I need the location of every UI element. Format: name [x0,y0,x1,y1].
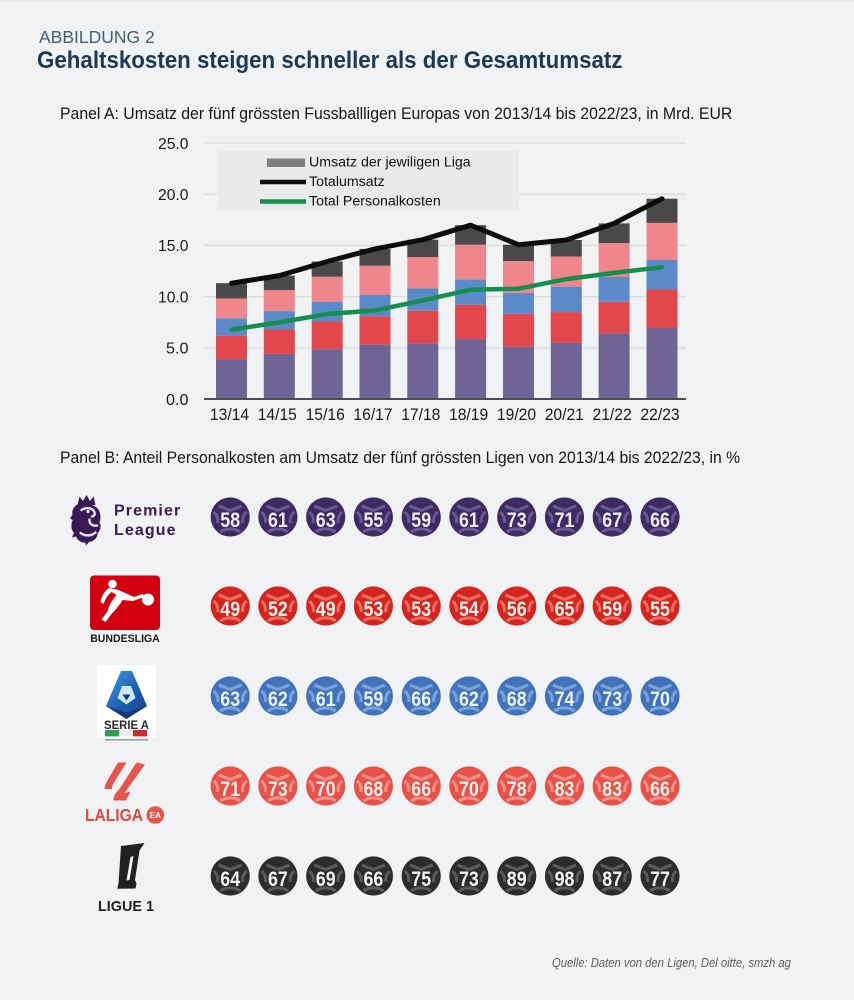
svg-text:59: 59 [411,509,431,532]
svg-text:LALIGA: LALIGA [85,805,143,825]
svg-text:Umsatz der jewiligen Liga: Umsatz der jewiligen Liga [309,155,471,171]
svg-text:Total Personalkosten: Total Personalkosten [309,194,441,210]
svg-text:59: 59 [364,688,384,711]
svg-text:53: 53 [364,598,384,621]
svg-text:58: 58 [220,509,240,532]
svg-text:56: 56 [507,598,527,621]
svg-text:10.0: 10.0 [158,289,189,306]
svg-text:73: 73 [268,778,288,801]
svg-text:53: 53 [411,598,431,621]
svg-text:62: 62 [268,688,288,711]
svg-text:70: 70 [316,778,336,801]
svg-text:61: 61 [459,509,479,532]
svg-text:61: 61 [268,509,288,532]
svg-text:BUNDESLIGA: BUNDESLIGA [90,633,160,645]
svg-text:66: 66 [650,509,670,532]
svg-text:67: 67 [602,509,622,532]
svg-text:63: 63 [220,688,240,711]
svg-text:68: 68 [507,688,527,711]
svg-text:52: 52 [268,598,288,621]
svg-text:17/18: 17/18 [401,405,440,424]
svg-text:78: 78 [507,778,527,801]
svg-text:62: 62 [459,688,479,711]
svg-text:66: 66 [650,778,670,801]
svg-text:74: 74 [555,688,575,711]
svg-text:LIGUE 1: LIGUE 1 [98,898,154,915]
svg-text:49: 49 [220,598,240,621]
svg-text:55: 55 [650,598,670,621]
svg-text:EA: EA [150,811,161,820]
svg-text:Premier: Premier [114,503,181,520]
svg-text:71: 71 [555,509,575,532]
svg-text:20.0: 20.0 [158,187,189,204]
svg-text:49: 49 [316,598,336,621]
svg-text:25.0: 25.0 [158,136,189,153]
svg-text:61: 61 [316,688,336,711]
svg-text:69: 69 [316,868,336,891]
svg-text:16/17: 16/17 [353,405,392,424]
svg-text:63: 63 [316,509,336,532]
svg-text:55: 55 [364,509,384,532]
svg-text:64: 64 [220,868,240,891]
svg-text:98: 98 [555,868,575,891]
svg-text:54: 54 [459,598,479,621]
svg-text:75: 75 [411,868,431,891]
svg-text:73: 73 [602,688,622,711]
svg-text:15.0: 15.0 [158,238,189,255]
svg-text:15/16: 15/16 [306,405,345,424]
svg-text:14/15: 14/15 [258,405,297,424]
svg-text:77: 77 [650,868,670,891]
svg-text:70: 70 [650,688,670,711]
svg-text:70: 70 [459,778,479,801]
svg-text:73: 73 [459,868,479,891]
svg-text:5.0: 5.0 [166,341,189,358]
svg-text:0.0: 0.0 [166,392,189,409]
svg-text:66: 66 [411,688,431,711]
svg-text:83: 83 [602,778,622,801]
svg-text:65: 65 [555,598,575,621]
svg-text:73: 73 [507,509,527,532]
svg-text:71: 71 [220,778,240,801]
svg-text:22/23: 22/23 [640,405,679,424]
svg-text:19/20: 19/20 [497,405,536,424]
svg-text:87: 87 [602,868,622,891]
svg-text:59: 59 [602,598,622,621]
svg-text:68: 68 [364,778,384,801]
svg-text:20/21: 20/21 [545,405,584,424]
svg-text:21/22: 21/22 [593,405,632,424]
svg-text:13/14: 13/14 [210,405,249,424]
svg-text:18/19: 18/19 [449,405,488,424]
svg-text:89: 89 [507,868,527,891]
svg-text:League: League [114,522,177,539]
svg-text:67: 67 [268,868,288,891]
svg-text:Totalumsatz: Totalumsatz [309,174,385,190]
svg-text:66: 66 [411,778,431,801]
svg-text:SERIE A: SERIE A [104,718,149,732]
svg-text:66: 66 [364,868,384,891]
svg-text:83: 83 [555,778,575,801]
